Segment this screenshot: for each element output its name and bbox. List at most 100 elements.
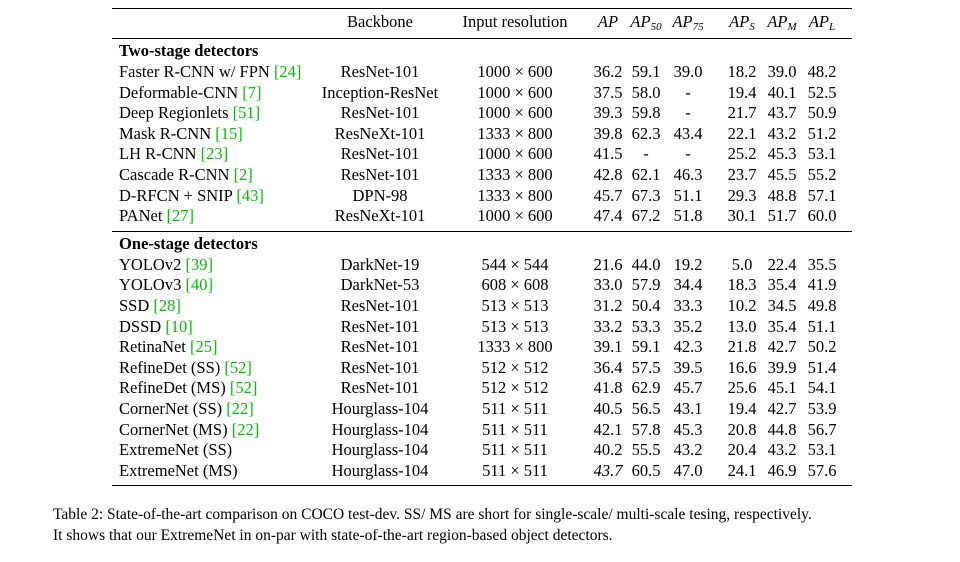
- apm-cell: 22.4: [767, 254, 797, 274]
- apl-cell: 51.4: [807, 357, 837, 377]
- method-label: ExtremeNet (MS): [119, 460, 238, 480]
- citation-link[interactable]: [23]: [200, 144, 229, 164]
- header-backbone: Backbone: [347, 12, 413, 31]
- citation-link[interactable]: [22]: [226, 399, 254, 418]
- method-name: RefineDet (SS) [52]: [119, 358, 252, 378]
- backbone-cell: DPN-98: [352, 185, 408, 205]
- ap-cell: 39.8: [593, 123, 623, 143]
- method-label: RefineDet (MS): [119, 378, 230, 398]
- citation-link[interactable]: [22]: [231, 419, 260, 439]
- ap75-cell: 46.3: [673, 165, 703, 184]
- citation-link[interactable]: [52]: [229, 378, 258, 398]
- aps-cell: 10.2: [727, 296, 757, 315]
- table-bottom-rule: [112, 485, 852, 487]
- citation-link[interactable]: [28]: [153, 296, 181, 315]
- citation-link[interactable]: [43]: [236, 185, 264, 205]
- apm-cell: 48.8: [767, 185, 797, 205]
- backbone-cell: ResNeXt-101: [334, 123, 426, 143]
- section-title: One-stage detectors: [112, 234, 852, 254]
- ap-cell: 39.3: [593, 103, 623, 123]
- ap-cell: 40.5: [593, 399, 623, 418]
- method-label: ExtremeNet (SS): [119, 440, 233, 460]
- ap75-cell: 33.3: [673, 296, 703, 315]
- table-header-row: Backbone Input resolution AP AP50 AP75 APS A…: [112, 12, 852, 33]
- aps-cell: 24.1: [727, 460, 757, 480]
- citation-link[interactable]: [10]: [165, 316, 193, 336]
- method-label: RetinaNet: [119, 337, 191, 357]
- backbone-cell: ResNet-101: [340, 378, 420, 398]
- ap50-cell: 50.4: [631, 296, 661, 315]
- apm-cell: 39.0: [767, 62, 797, 81]
- ap-cell: 41.5: [593, 144, 623, 164]
- citation-link[interactable]: [2]: [233, 165, 253, 184]
- ap75-cell: 39.0: [673, 62, 703, 81]
- ap50-cell: 62.9: [631, 378, 661, 398]
- apl-cell: 50.2: [807, 337, 837, 357]
- resolution-cell: 513 × 513: [481, 316, 549, 336]
- table-row: CornerNet (MS) [22] Hourglass-104 511 × 51…: [112, 420, 852, 440]
- ap50-cell: 59.1: [631, 337, 661, 357]
- ap-cell: 40.2: [593, 440, 623, 460]
- ap75-cell: 35.2: [673, 316, 703, 336]
- apl-cell: 41.9: [807, 275, 837, 295]
- table-row: Mask R-CNN [15] ResNeXt-101 1333 × 800 39.8…: [112, 124, 852, 144]
- caption-line-1: Table 2: State-of-the-art comparison on …: [53, 506, 812, 523]
- method-label: YOLOv2: [119, 254, 186, 274]
- citation-link[interactable]: [39]: [185, 254, 213, 274]
- ap-cell: 36.4: [593, 357, 623, 377]
- aps-cell: 21.8: [727, 337, 757, 357]
- ap50-cell: 59.8: [631, 103, 661, 123]
- backbone-cell: ResNet-101: [340, 296, 420, 315]
- ap75-cell: -: [685, 103, 691, 123]
- ap-cell: 33.2: [593, 316, 623, 336]
- resolution-cell: 1000 × 600: [477, 103, 553, 123]
- citation-link[interactable]: [51]: [232, 103, 261, 123]
- backbone-cell: Inception-ResNet: [321, 82, 439, 102]
- citation-link[interactable]: [24]: [273, 62, 302, 81]
- resolution-cell: 1333 × 800: [477, 165, 553, 184]
- aps-cell: 18.2: [727, 62, 757, 81]
- method-name: CornerNet (SS) [22]: [119, 399, 254, 419]
- resolution-cell: 511 × 511: [482, 460, 548, 480]
- method-name: ExtremeNet (SS): [119, 440, 232, 460]
- ap50-cell: 53.3: [631, 316, 661, 336]
- citation-link[interactable]: [25]: [190, 337, 218, 357]
- apm-cell: 46.9: [767, 460, 797, 480]
- citation-link[interactable]: [52]: [224, 357, 252, 377]
- apm-cell: 42.7: [767, 399, 797, 418]
- ap-cell: 36.2: [593, 62, 623, 81]
- backbone-cell: Hourglass-104: [331, 419, 429, 439]
- ap50-cell: 67.3: [631, 185, 661, 205]
- table-row: Cascade R-CNN [2] ResNet-101 1333 × 800 42.…: [112, 165, 852, 185]
- resolution-cell: 1000 × 600: [477, 82, 553, 102]
- backbone-cell: DarkNet-19: [340, 254, 420, 274]
- apm-cell: 42.7: [767, 337, 797, 357]
- citation-link[interactable]: [40]: [185, 275, 213, 295]
- method-name: Mask R-CNN [15]: [119, 124, 243, 144]
- apl-cell: 50.9: [807, 103, 837, 123]
- aps-cell: 5.0: [731, 254, 753, 274]
- citation-link[interactable]: [15]: [215, 123, 243, 143]
- apm-cell: 43.2: [767, 440, 797, 460]
- apl-cell: 52.5: [807, 82, 837, 102]
- apm-cell: 43.7: [767, 103, 797, 123]
- apl-cell: 53.1: [807, 144, 837, 164]
- aps-cell: 23.7: [727, 165, 757, 184]
- method-name: Cascade R-CNN [2]: [119, 165, 253, 185]
- table-row: PANet [27] ResNeXt-101 1000 × 600 47.4 67.2 5…: [112, 206, 852, 226]
- apm-cell: 39.9: [767, 357, 797, 377]
- apl-cell: 60.0: [807, 206, 837, 226]
- table-caption: Table 2: State-of-the-art comparison on …: [53, 504, 933, 546]
- ap50-cell: 58.0: [631, 82, 661, 102]
- table-row: YOLOv2 [39] DarkNet-19 544 × 544 21.6 44.0 19…: [112, 255, 852, 275]
- table-row: ExtremeNet (MS) Hourglass-104 511 × 511 43.…: [112, 461, 852, 481]
- citation-link[interactable]: [27]: [166, 206, 195, 226]
- header-apl: APL: [808, 12, 836, 33]
- ap-cell: 42.1: [593, 419, 623, 439]
- apl-cell: 53.1: [807, 440, 837, 460]
- apm-cell: 45.1: [767, 378, 797, 398]
- table-row: RetinaNet [25] ResNet-101 1333 × 800 39.1 59…: [112, 337, 852, 357]
- method-name: RefineDet (MS) [52]: [119, 378, 257, 398]
- citation-link[interactable]: [7]: [242, 82, 262, 102]
- resolution-cell: 511 × 511: [482, 440, 548, 460]
